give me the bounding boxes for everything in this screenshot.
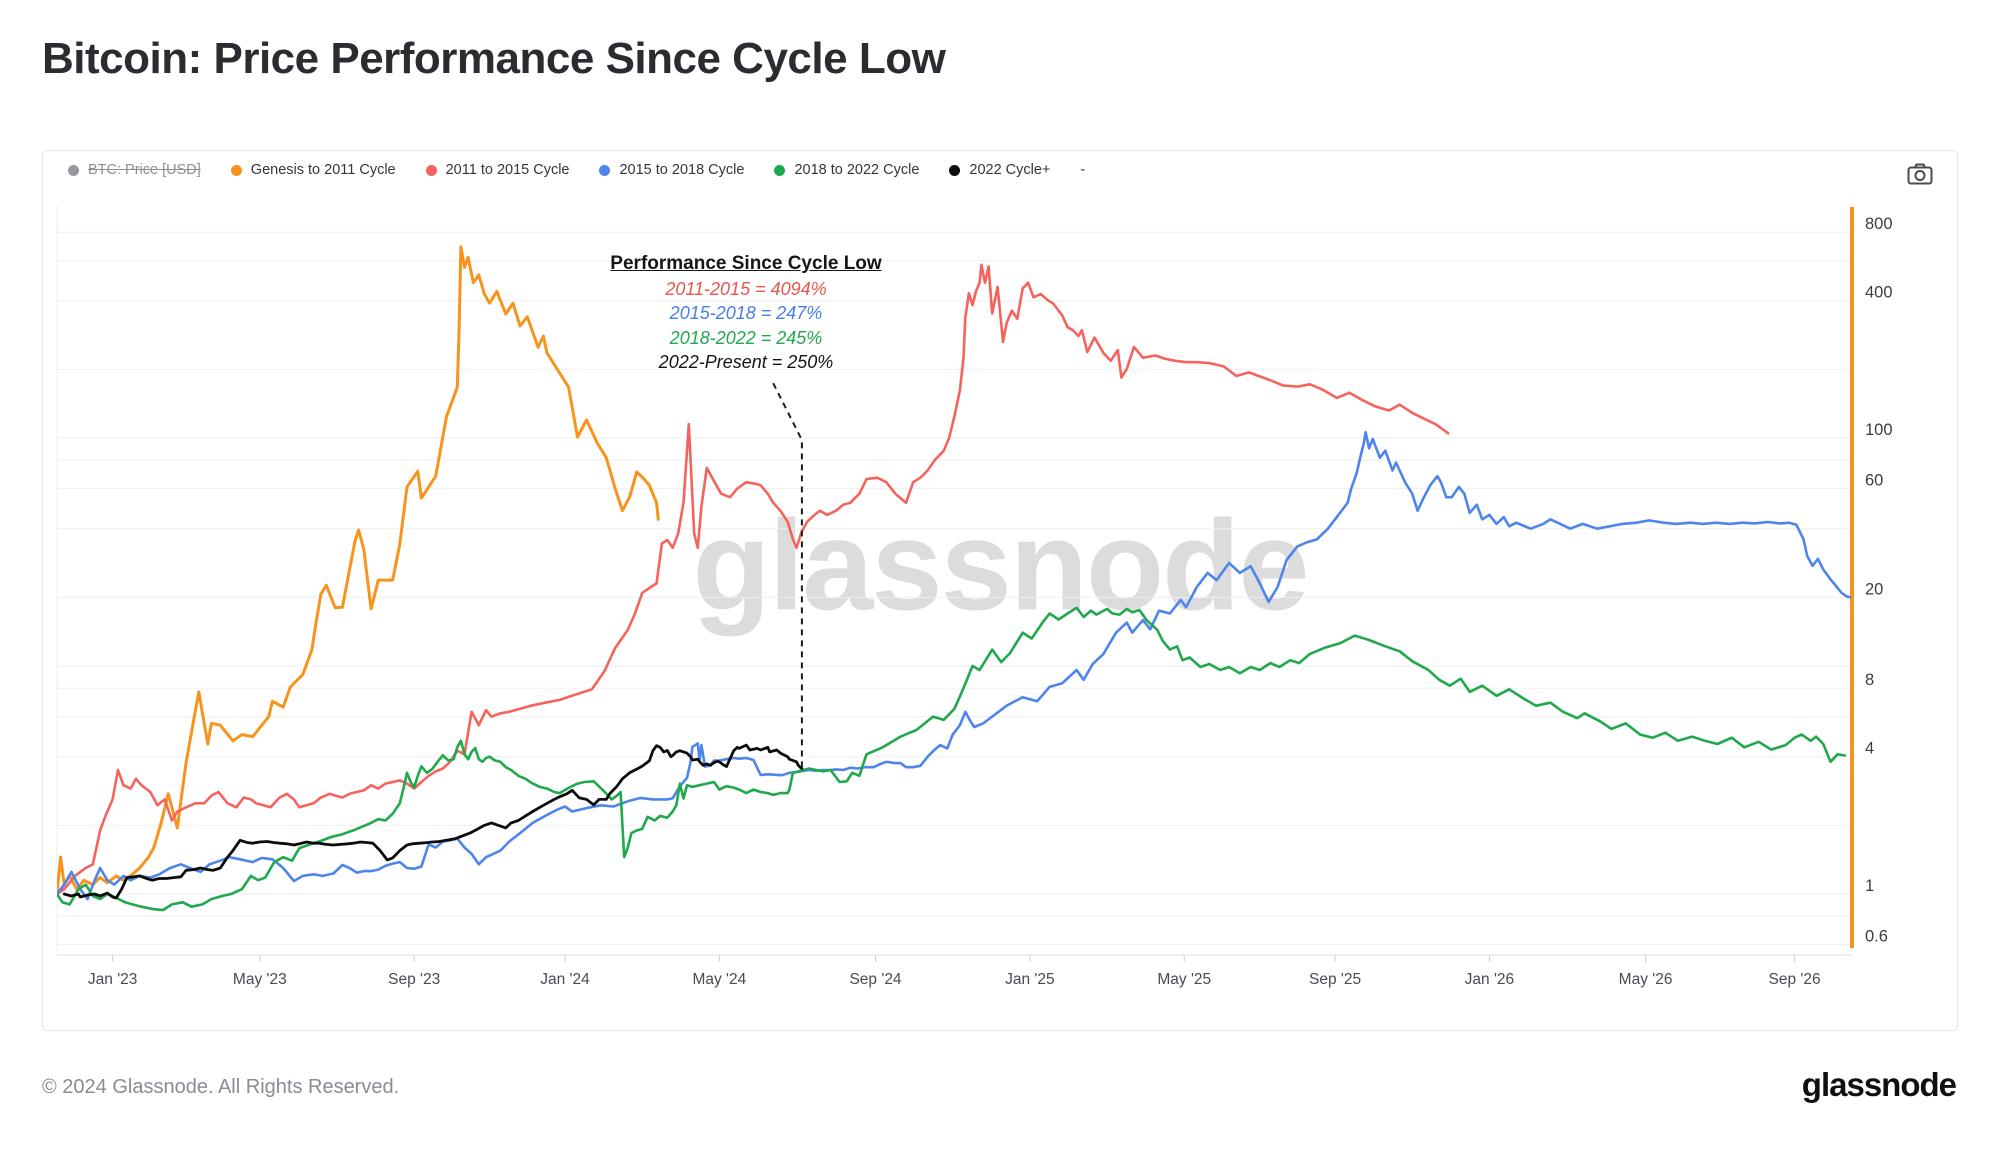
annotation-line: 2022-Present = 250% xyxy=(658,352,834,372)
series-2015-to-2018-cycle xyxy=(57,430,1852,901)
legend-dot xyxy=(230,164,242,176)
legend-label: 2022 Cycle+ xyxy=(969,162,1051,178)
x-tick-label: Jan '24 xyxy=(540,971,590,988)
annotation-line: 2011-2015 = 4094% xyxy=(665,278,827,299)
copyright-text: © 2024 Glassnode. All Rights Reserved. xyxy=(42,1076,400,1098)
y-tick-label: 60 xyxy=(1865,472,1883,490)
legend-dot xyxy=(774,164,786,176)
legend-label: 2018 to 2022 Cycle xyxy=(794,162,920,178)
legend-item-2018-to-2022-cycle[interactable]: 2018 to 2022 Cycle xyxy=(774,162,919,178)
y-tick-label: 400 xyxy=(1865,284,1893,302)
legend-label: 2011 to 2015 Cycle xyxy=(445,162,570,178)
camera-icon xyxy=(1907,163,1933,190)
chart-legend: BTC: Price [USD] Genesis to 2011 Cycle 201… xyxy=(68,162,1085,178)
x-tick-label: May '23 xyxy=(233,971,287,988)
legend-label: 2015 to 2018 Cycle xyxy=(619,162,745,178)
x-tick-label: May '25 xyxy=(1157,971,1211,988)
legend-item-genesis-to-2011-cycle[interactable]: Genesis to 2011 Cycle xyxy=(230,162,396,178)
legend-label: - xyxy=(1080,162,1086,178)
annotation-line: 2018-2022 = 245% xyxy=(669,327,823,348)
legend-item-2011-to-2015-cycle[interactable]: 2011 to 2015 Cycle xyxy=(425,162,570,178)
y-tick-label: 1 xyxy=(1865,877,1874,895)
x-tick-label: May '26 xyxy=(1619,971,1673,988)
chart-card xyxy=(42,150,1958,1031)
y-tick-label: 800 xyxy=(1865,215,1893,233)
glassnode-logo: glassnode xyxy=(1801,1066,1957,1103)
legend-label: BTC: Price [USD] xyxy=(88,162,201,178)
y-tick-label: 4 xyxy=(1865,740,1874,758)
annotation-title: Performance Since Cycle Low xyxy=(610,253,882,274)
x-tick-label: Sep '24 xyxy=(849,971,901,988)
x-tick-label: Jan '26 xyxy=(1465,971,1515,988)
legend-item-2022-cycle-[interactable]: 2022 Cycle+ xyxy=(949,162,1050,178)
legend-label: Genesis to 2011 Cycle xyxy=(250,162,396,178)
legend-item-2015-to-2018-cycle[interactable]: 2015 to 2018 Cycle xyxy=(599,162,744,178)
series-2011-to-2015-cycle xyxy=(57,263,1450,896)
annotation-lines: 2011-2015 = 4094% 2015-2018 = 247% 2018-20… xyxy=(610,277,881,375)
screenshot-button[interactable] xyxy=(1900,160,1940,192)
y-tick-label: 100 xyxy=(1865,421,1893,439)
callout-dashed-line xyxy=(772,382,803,772)
series-2018-to-2022-cycle xyxy=(57,606,1847,912)
y-tick-label: 20 xyxy=(1865,580,1883,598)
annotation-line: 2015-2018 = 247% xyxy=(669,303,823,323)
legend-item-btc-price-usd-[interactable]: BTC: Price [USD] xyxy=(68,162,201,178)
performance-annotation: Performance Since Cycle Low 2011-2015 = … xyxy=(610,252,881,375)
x-tick-label: Sep '23 xyxy=(388,971,440,988)
legend-item-dash[interactable]: - xyxy=(1080,162,1085,178)
legend-dot xyxy=(599,164,611,176)
legend-dot xyxy=(68,164,79,176)
series-2022-cycle- xyxy=(62,743,804,900)
page-title: Bitcoin: Price Performance Since Cycle L… xyxy=(42,34,946,83)
legend-dot xyxy=(425,164,437,176)
x-tick-label: May '24 xyxy=(692,971,746,988)
legend-dot xyxy=(949,164,961,176)
series-genesis-to-2011-cycle xyxy=(57,245,660,896)
x-tick-label: Jan '25 xyxy=(1005,971,1055,988)
x-tick-label: Sep '26 xyxy=(1769,971,1821,988)
y-tick-label: 0.6 xyxy=(1865,928,1888,946)
y-tick-label: 8 xyxy=(1865,671,1874,689)
x-tick-label: Jan '23 xyxy=(88,971,138,988)
x-tick-label: Sep '25 xyxy=(1309,971,1361,988)
